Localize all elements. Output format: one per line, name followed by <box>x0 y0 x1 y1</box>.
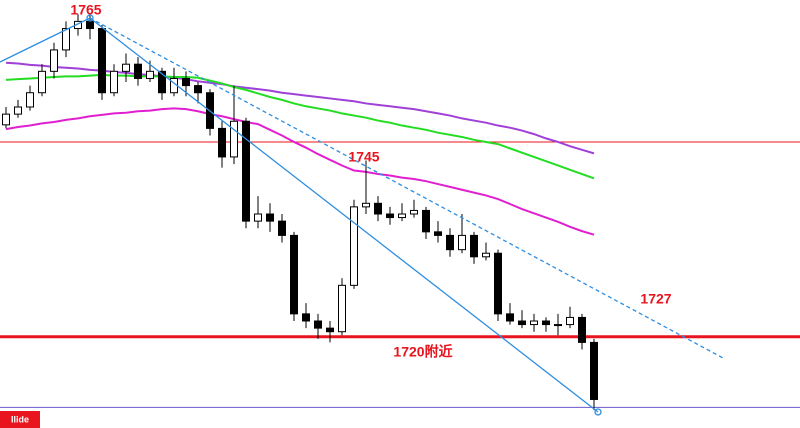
candle-body <box>266 213 274 222</box>
candle-body <box>122 63 130 72</box>
candle-body <box>62 28 70 51</box>
candle-body <box>86 20 94 30</box>
candle-body <box>422 209 430 233</box>
candle-body <box>530 320 538 326</box>
candle-body <box>410 209 418 215</box>
candle-body <box>578 316 586 343</box>
anchor <box>594 408 602 416</box>
corner-badge <box>0 411 40 428</box>
candle-body <box>518 320 526 326</box>
candle-body <box>230 120 238 158</box>
candle-body <box>26 92 34 108</box>
candle-body <box>134 63 142 79</box>
candle-body <box>386 213 394 219</box>
candle-body <box>482 252 490 258</box>
candle-body <box>506 313 514 322</box>
candle-body <box>470 234 478 258</box>
annotation: 1745 <box>348 149 379 165</box>
candle-body <box>38 70 46 94</box>
candle-body <box>50 49 58 72</box>
candle-body <box>254 213 262 222</box>
candle-body <box>566 316 574 326</box>
trendline <box>89 17 599 413</box>
candle-body <box>2 113 10 126</box>
candle-body <box>314 320 322 329</box>
candle-body <box>182 77 190 87</box>
candle-body <box>542 320 550 326</box>
candle-body <box>590 341 598 400</box>
candle-body <box>458 234 466 251</box>
anchor <box>86 14 94 22</box>
candle-body <box>362 202 370 208</box>
candle-body <box>110 70 118 94</box>
candle-body <box>350 206 358 286</box>
candle-body <box>278 220 286 236</box>
candle-body <box>446 234 454 251</box>
candle-body <box>494 252 502 315</box>
annotation: 1720附近 <box>393 344 452 360</box>
annotation: 1727 <box>640 291 671 307</box>
candle-body <box>338 284 346 333</box>
moving-average <box>5 107 595 236</box>
plot <box>0 14 800 411</box>
corner-label: Ilide <box>11 414 29 424</box>
candle-body <box>146 70 154 79</box>
candle-body <box>158 70 166 94</box>
candle-body <box>434 231 442 236</box>
candle-body <box>302 313 310 322</box>
candle-body <box>14 106 22 115</box>
candle-body <box>554 324 562 327</box>
candle-body <box>218 127 226 158</box>
trendline-dashed <box>89 17 724 359</box>
candle-body <box>326 327 334 333</box>
candle-body <box>194 85 202 94</box>
candle-body <box>374 202 382 215</box>
annotation: 1765 <box>70 2 101 18</box>
candle-body <box>290 234 298 315</box>
trendlines <box>0 14 724 416</box>
trendline <box>0 17 91 63</box>
candle-body <box>398 213 406 219</box>
candle-body <box>98 28 106 94</box>
candle-body <box>242 120 250 222</box>
